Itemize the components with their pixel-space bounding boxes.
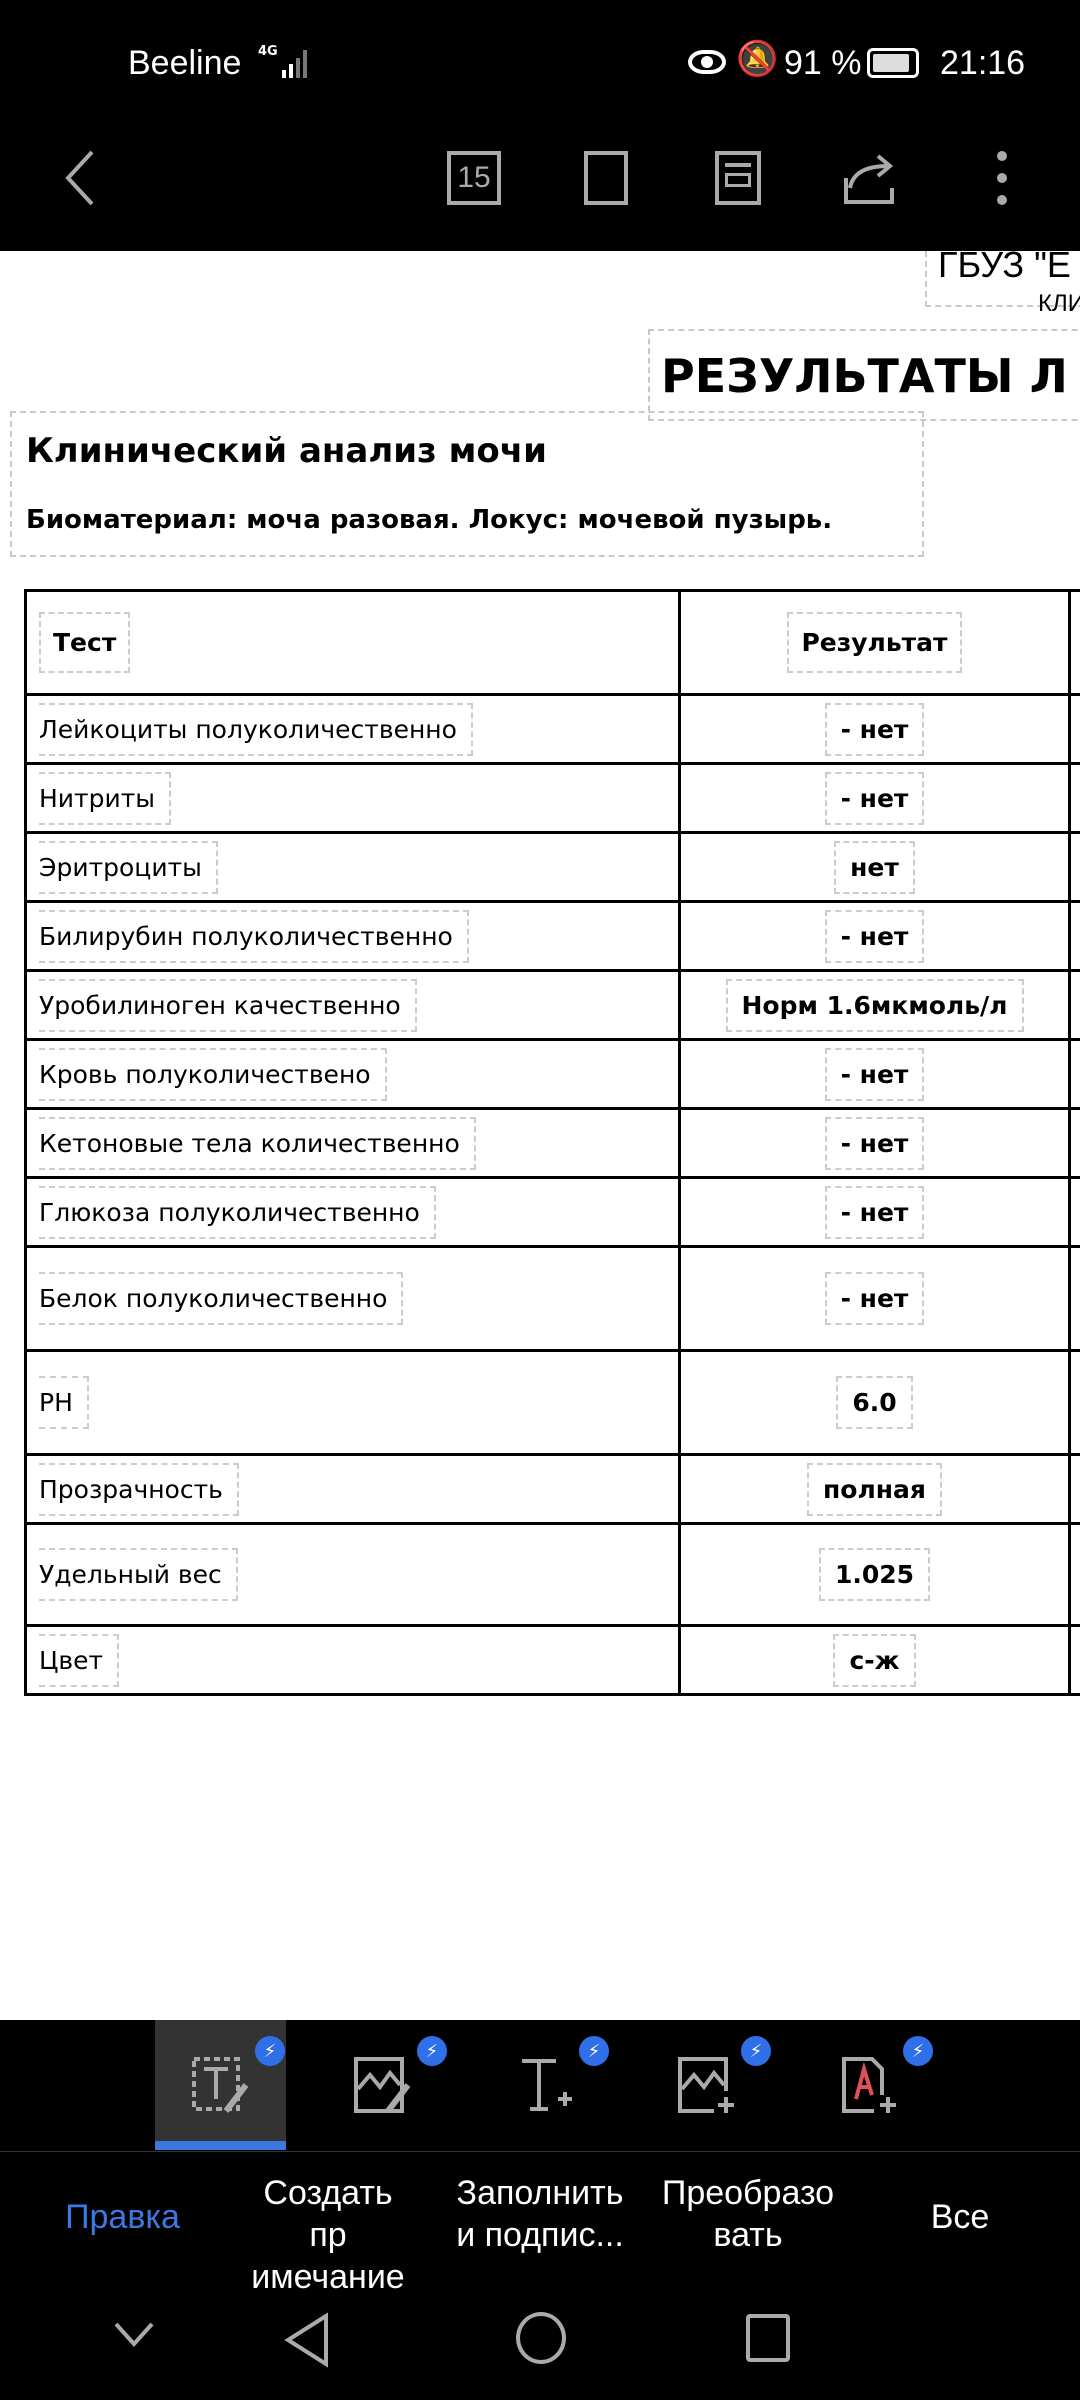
tab-edit[interactable]: Правка: [65, 2198, 180, 2236]
signal-icon: [282, 48, 316, 78]
test-result: - нет: [824, 909, 925, 963]
layout-icon[interactable]: [708, 148, 768, 208]
document-page[interactable]: ГБУЗ "Е КЛИ РЕЗУЛЬТАТЫ Л Клинический ана…: [0, 251, 1080, 2020]
pdf-sign-icon[interactable]: [833, 2050, 903, 2120]
test-name: Лейкоциты полуколичественно: [39, 702, 473, 756]
bell-muted-icon: 🔕: [736, 40, 779, 78]
header-test: Тест: [39, 612, 131, 673]
test-result: нет: [834, 840, 915, 894]
carrier-label: Beeline: [128, 44, 242, 82]
test-result: - нет: [824, 1047, 925, 1101]
test-result: - нет: [824, 1185, 925, 1239]
test-name: Кровь полуколичествено: [39, 1047, 387, 1101]
active-tool-indicator: [155, 2141, 286, 2150]
test-name: Удельный вес: [39, 1548, 238, 1601]
test-name: Цвет: [39, 1633, 120, 1687]
test-result: - нет: [824, 1116, 925, 1170]
page-number-icon[interactable]: 15: [444, 148, 504, 208]
biomaterial-text: Биоматериал: моча разовая. Локус: мочево…: [26, 505, 833, 535]
battery-percent: 91 %: [784, 44, 862, 82]
test-result: - нет: [824, 702, 925, 756]
add-image-icon[interactable]: [671, 2050, 741, 2120]
premium-badge-icon: ⚡: [903, 2036, 933, 2066]
test-result: полная: [807, 1462, 942, 1516]
table-header-row: Тест Результат: [24, 589, 1080, 696]
test-result: с-ж: [833, 1633, 916, 1687]
test-name: Кетоновые тела количественно: [39, 1116, 476, 1170]
table-row: Нитриты - нет: [24, 762, 1080, 834]
table-row: Белок полуколичественно - нет: [24, 1245, 1080, 1352]
premium-badge-icon: ⚡: [255, 2036, 285, 2066]
table-row: Эритроциты нет: [24, 831, 1080, 903]
premium-badge-icon: ⚡: [579, 2036, 609, 2066]
tab-fill-sign[interactable]: Заполнить и подпис...: [456, 2174, 624, 2254]
results-title: РЕЗУЛЬТАТЫ Л: [661, 349, 1068, 403]
test-name: PH: [39, 1376, 89, 1429]
nav-back-icon[interactable]: [282, 2312, 332, 2372]
test-result: 1.025: [818, 1548, 931, 1601]
back-icon[interactable]: [50, 148, 110, 208]
add-text-icon[interactable]: [509, 2050, 579, 2120]
test-name: Билирубин полуколичественно: [39, 909, 469, 963]
table-row: Кетоновые тела количественно - нет: [24, 1107, 1080, 1179]
table-row: Уробилиноген качественно Норм 1.6мкмоль/л: [24, 969, 1080, 1041]
results-table: Тест Результат Лейкоциты полуколичествен…: [24, 589, 1080, 1696]
test-name: Нитриты: [39, 771, 172, 825]
more-icon[interactable]: [972, 148, 1032, 208]
fullscreen-icon[interactable]: [576, 148, 636, 208]
test-result: Норм 1.6мкмоль/л: [725, 978, 1024, 1032]
table-row: Удельный вес 1.025: [24, 1522, 1080, 1627]
test-name: Уробилиноген качественно: [39, 978, 417, 1032]
edit-image-icon[interactable]: [347, 2050, 417, 2120]
battery-icon: [867, 48, 919, 78]
edit-text-icon[interactable]: [185, 2050, 255, 2120]
test-result: 6.0: [836, 1376, 913, 1429]
table-row: Цвет с-ж: [24, 1624, 1080, 1696]
page-number: 15: [447, 151, 501, 205]
organization-subtitle: КЛИ: [1038, 290, 1080, 317]
table-row: Кровь полуколичествено - нет: [24, 1038, 1080, 1110]
test-result: - нет: [824, 771, 925, 825]
test-name: Глюкоза полуколичественно: [39, 1185, 436, 1239]
tab-all[interactable]: Все: [930, 2198, 990, 2236]
test-result: - нет: [824, 1272, 925, 1325]
table-row: Прозрачность полная: [24, 1453, 1080, 1525]
nav-recents-icon[interactable]: [746, 2314, 790, 2362]
collapse-icon[interactable]: [112, 2318, 156, 2352]
test-name: Эритроциты: [39, 840, 218, 894]
section-title: Клинический анализ мочи: [26, 431, 547, 471]
header-result: Результат: [787, 612, 962, 673]
share-icon[interactable]: [840, 148, 900, 208]
table-row: Билирубин полуколичественно - нет: [24, 900, 1080, 972]
tab-convert[interactable]: Преобразо вать: [661, 2174, 835, 2254]
nav-home-icon[interactable]: [516, 2312, 566, 2364]
table-row: PH 6.0: [24, 1349, 1080, 1456]
test-name: Белок полуколичественно: [39, 1272, 404, 1325]
table-row: Лейкоциты полуколичественно - нет: [24, 693, 1080, 765]
clock: 21:16: [940, 44, 1026, 82]
test-name: Прозрачность: [39, 1462, 239, 1516]
table-row: Глюкоза полуколичественно - нет: [24, 1176, 1080, 1248]
premium-badge-icon: ⚡: [741, 2036, 771, 2066]
premium-badge-icon: ⚡: [417, 2036, 447, 2066]
eye-icon: [688, 50, 726, 74]
network-type: 4G: [258, 44, 278, 59]
tab-create-note[interactable]: Создать пр имечание: [251, 2174, 405, 2296]
organization-name: ГБУЗ "Е: [938, 251, 1071, 285]
